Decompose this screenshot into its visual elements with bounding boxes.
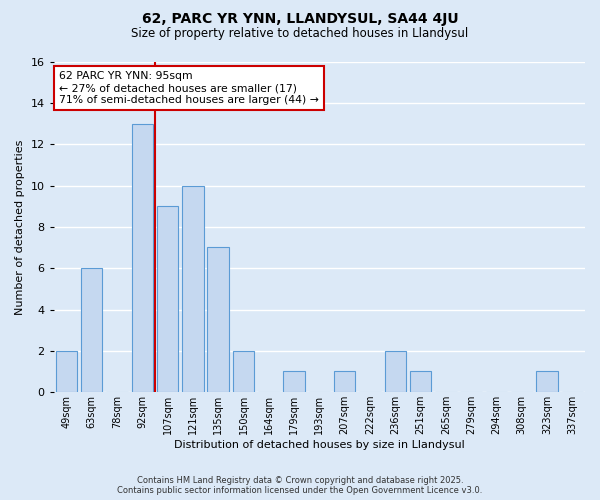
Bar bbox=[56, 351, 77, 392]
Bar bbox=[81, 268, 103, 392]
Text: 62 PARC YR YNN: 95sqm
← 27% of detached houses are smaller (17)
71% of semi-deta: 62 PARC YR YNN: 95sqm ← 27% of detached … bbox=[59, 72, 319, 104]
Bar bbox=[208, 248, 229, 392]
Bar bbox=[233, 351, 254, 392]
Bar bbox=[385, 351, 406, 392]
Bar bbox=[334, 372, 355, 392]
Bar bbox=[283, 372, 305, 392]
Bar bbox=[536, 372, 558, 392]
Text: 62, PARC YR YNN, LLANDYSUL, SA44 4JU: 62, PARC YR YNN, LLANDYSUL, SA44 4JU bbox=[142, 12, 458, 26]
X-axis label: Distribution of detached houses by size in Llandysul: Distribution of detached houses by size … bbox=[174, 440, 465, 450]
Bar bbox=[131, 124, 153, 392]
Y-axis label: Number of detached properties: Number of detached properties bbox=[15, 139, 25, 314]
Text: Size of property relative to detached houses in Llandysul: Size of property relative to detached ho… bbox=[131, 28, 469, 40]
Bar bbox=[182, 186, 203, 392]
Bar bbox=[410, 372, 431, 392]
Text: Contains HM Land Registry data © Crown copyright and database right 2025.
Contai: Contains HM Land Registry data © Crown c… bbox=[118, 476, 482, 495]
Bar bbox=[157, 206, 178, 392]
